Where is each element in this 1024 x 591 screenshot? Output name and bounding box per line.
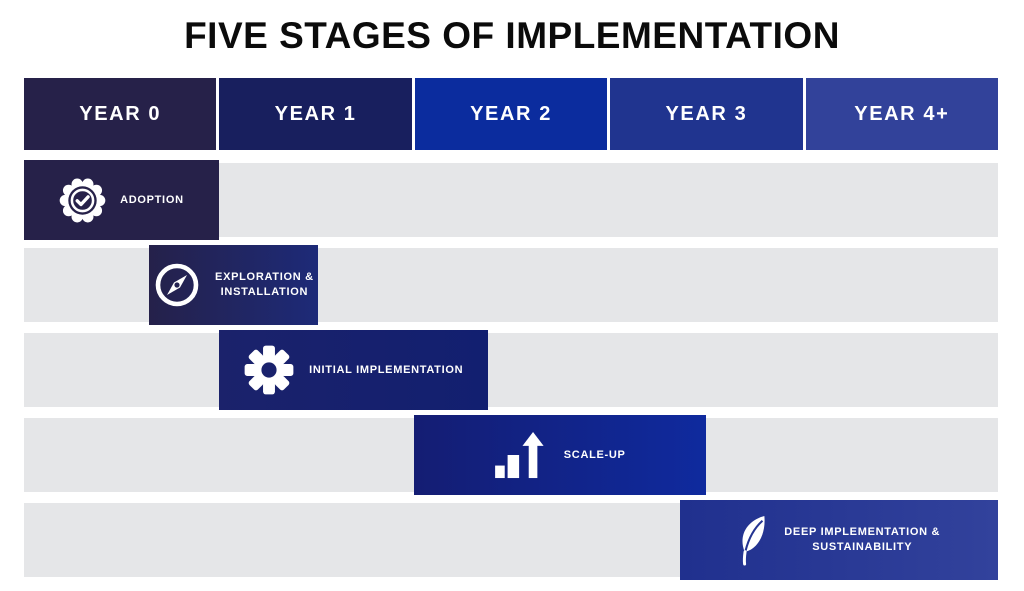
timeline-chart: YEAR 0 YEAR 1 YEAR 2 YEAR 3 YEAR 4+ ADOPTION… (24, 78, 999, 588)
leaf-icon (738, 514, 770, 567)
year-cell-2: YEAR 2 (414, 78, 608, 150)
year-cell-3: YEAR 3 (610, 78, 803, 150)
timeline-year-header: YEAR 0 YEAR 1 YEAR 2 YEAR 3 YEAR 4+ (24, 78, 999, 150)
stage-row-deep-implementation-sustainability: DEEP IMPLEMENTATION & SUSTAINABILITY (24, 500, 998, 580)
year-label: YEAR 2 (470, 102, 552, 125)
stage-bar-initial-implementation: INITIAL IMPLEMENTATION (218, 330, 488, 410)
stage-row-initial-implementation: INITIAL IMPLEMENTATION (24, 330, 998, 410)
stage-label: ADOPTION (120, 193, 184, 206)
year-label: YEAR 0 (79, 102, 162, 125)
stage-rows: ADOPTION EXPLORATION & INSTALLATION INITIAL… (24, 160, 998, 580)
badge-check-icon (59, 177, 106, 224)
stage-row-adoption: ADOPTION (24, 160, 998, 240)
gear-icon (243, 344, 295, 396)
year-cell-1: YEAR 1 (219, 78, 412, 150)
stage-bar-scale-up: SCALE-UP (413, 415, 706, 495)
year-label: YEAR 3 (665, 102, 748, 125)
stage-label: DEEP IMPLEMENTATION & SUSTAINABILITY (784, 526, 941, 553)
year-cell-0: YEAR 0 (24, 78, 217, 150)
page-title: FIVE STAGES OF IMPLEMENTATION (184, 15, 840, 56)
growth-chart-icon (494, 431, 550, 479)
stage-label: SCALE-UP (563, 448, 626, 461)
stage-bar-adoption: ADOPTION (24, 160, 219, 240)
stage-bar-deep-implementation-sustainability: DEEP IMPLEMENTATION & SUSTAINABILITY (680, 500, 998, 580)
year-label: YEAR 1 (274, 102, 357, 125)
year-cell-4: YEAR 4+ (805, 78, 999, 150)
compass-icon (153, 261, 201, 309)
stage-row-scale-up: SCALE-UP (24, 415, 998, 495)
year-label: YEAR 4+ (854, 102, 950, 125)
stage-label: EXPLORATION & INSTALLATION (215, 271, 314, 298)
stage-track (24, 333, 998, 407)
stage-label: INITIAL IMPLEMENTATION (309, 363, 464, 376)
stage-row-exploration-installation: EXPLORATION & INSTALLATION (24, 245, 998, 325)
stage-bar-exploration-installation: EXPLORATION & INSTALLATION (148, 245, 319, 325)
